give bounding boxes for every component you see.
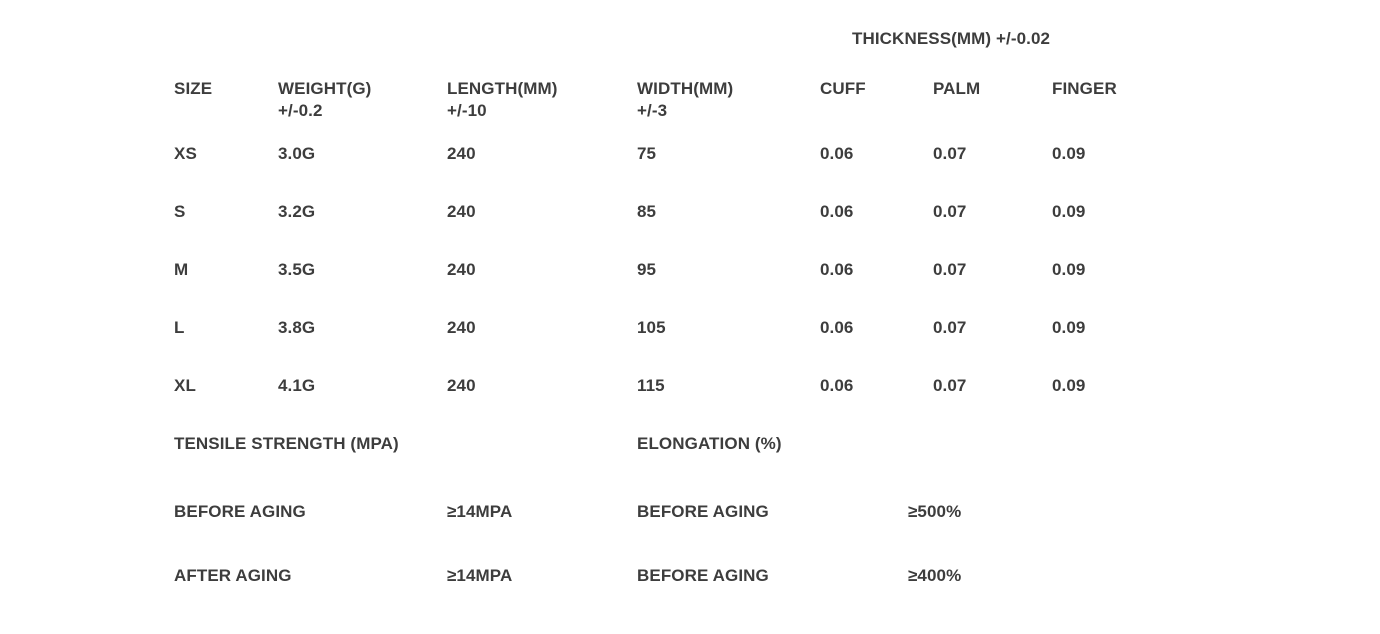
palm-thickness-value: 0.07 bbox=[933, 202, 967, 221]
thickness-group-header: THICKNESS(MM) +/-0.02 bbox=[852, 29, 1051, 48]
column-header-label: CUFF bbox=[820, 79, 866, 98]
width-value: 115 bbox=[637, 376, 665, 395]
weight-value: 3.2G bbox=[278, 202, 316, 221]
length-value: 240 bbox=[447, 202, 476, 221]
column-header-weight: WEIGHT(G) +/-0.2 bbox=[278, 70, 447, 135]
physical-properties-table: TENSILE STRENGTH (MPA) ELONGATION (%) BE… bbox=[174, 425, 1108, 621]
elongation-row-label: BEFORE AGING bbox=[637, 502, 769, 521]
finger-thickness-value: 0.09 bbox=[1052, 260, 1086, 279]
cuff-thickness-value: 0.06 bbox=[820, 376, 854, 395]
weight-value: 3.5G bbox=[278, 260, 316, 279]
size-value: M bbox=[174, 260, 189, 279]
palm-thickness-value: 0.07 bbox=[933, 376, 967, 395]
width-value: 85 bbox=[637, 202, 657, 221]
column-header-sub: +/-3 bbox=[637, 101, 668, 120]
weight-value: 4.1G bbox=[278, 376, 316, 395]
size-value: XS bbox=[174, 144, 197, 163]
column-header-length: LENGTH(MM) +/-10 bbox=[447, 70, 637, 135]
elongation-row-label: BEFORE AGING bbox=[637, 566, 769, 585]
column-header-finger: FINGER bbox=[1052, 70, 1192, 135]
column-header-size: SIZE bbox=[174, 70, 278, 135]
width-value: 105 bbox=[637, 318, 666, 337]
elongation-row-value: ≥400% bbox=[908, 566, 962, 585]
size-spec-table: THICKNESS(MM) +/-0.02 SIZE WEIGHT(G) +/-… bbox=[174, 20, 1192, 425]
length-value: 240 bbox=[447, 260, 476, 279]
cuff-thickness-value: 0.06 bbox=[820, 202, 854, 221]
weight-value: 3.8G bbox=[278, 318, 316, 337]
length-value: 240 bbox=[447, 144, 476, 163]
size-value: L bbox=[174, 318, 185, 337]
width-value: 95 bbox=[637, 260, 657, 279]
finger-thickness-value: 0.09 bbox=[1052, 144, 1086, 163]
column-header-label: PALM bbox=[933, 79, 981, 98]
cuff-thickness-value: 0.06 bbox=[820, 144, 854, 163]
column-header-width: WIDTH(MM) +/-3 bbox=[637, 70, 820, 135]
size-value: S bbox=[174, 202, 186, 221]
weight-value: 3.0G bbox=[278, 144, 316, 163]
elongation-header: ELONGATION (%) bbox=[637, 434, 782, 453]
column-header-sub: +/-10 bbox=[447, 101, 487, 120]
column-header-palm: PALM bbox=[933, 70, 1052, 135]
finger-thickness-value: 0.09 bbox=[1052, 318, 1086, 337]
column-header-cuff: CUFF bbox=[820, 70, 933, 135]
length-value: 240 bbox=[447, 318, 476, 337]
width-value: 75 bbox=[637, 144, 657, 163]
column-header-label: LENGTH(MM) bbox=[447, 79, 558, 98]
column-header-label: FINGER bbox=[1052, 79, 1117, 98]
tensile-row-label: BEFORE AGING bbox=[174, 502, 306, 521]
size-value: XL bbox=[174, 376, 196, 395]
finger-thickness-value: 0.09 bbox=[1052, 202, 1086, 221]
tensile-strength-header: TENSILE STRENGTH (MPA) bbox=[174, 434, 399, 453]
cuff-thickness-value: 0.06 bbox=[820, 318, 854, 337]
finger-thickness-value: 0.09 bbox=[1052, 376, 1086, 395]
column-header-sub: +/-0.2 bbox=[278, 101, 323, 120]
tensile-row-label: AFTER AGING bbox=[174, 566, 292, 585]
column-header-label: WIDTH(MM) bbox=[637, 79, 734, 98]
tensile-row-value: ≥14MPA bbox=[447, 566, 513, 585]
column-header-label: WEIGHT(G) bbox=[278, 79, 372, 98]
column-header-label: SIZE bbox=[174, 79, 213, 98]
tensile-row-value: ≥14MPA bbox=[447, 502, 513, 521]
cuff-thickness-value: 0.06 bbox=[820, 260, 854, 279]
elongation-row-value: ≥500% bbox=[908, 502, 962, 521]
palm-thickness-value: 0.07 bbox=[933, 144, 967, 163]
palm-thickness-value: 0.07 bbox=[933, 318, 967, 337]
palm-thickness-value: 0.07 bbox=[933, 260, 967, 279]
length-value: 240 bbox=[447, 376, 476, 395]
